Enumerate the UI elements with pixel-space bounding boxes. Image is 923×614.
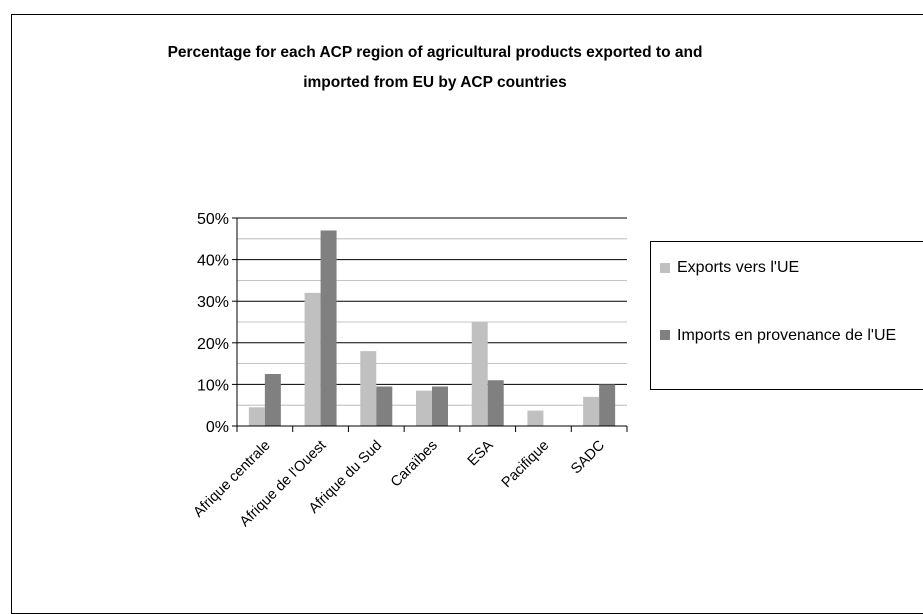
y-tick-label: 0% [206, 419, 229, 436]
y-tick-label: 40% [197, 253, 229, 270]
bar-exports [360, 351, 377, 426]
legend-swatch-exports [660, 263, 670, 273]
axis-labels: 0%10%20%30%40%50%Afrique centraleAfrique… [191, 211, 608, 530]
bar-imports [264, 374, 281, 426]
x-tick-label: ESA [465, 437, 497, 469]
y-tick-label: 30% [197, 294, 229, 311]
bar-imports [376, 386, 393, 426]
bar-imports [487, 380, 504, 426]
legend-label-imports: Imports en provenance de l'UE [677, 327, 897, 344]
bar-exports [304, 292, 321, 426]
bar-imports [432, 386, 448, 426]
bar-imports [599, 384, 616, 426]
chart-title: Percentage for each ACP region of agricu… [167, 44, 703, 91]
legend-swatch-imports [660, 330, 670, 340]
bar-exports [471, 322, 488, 426]
x-tick-label: Pacifique [499, 438, 552, 491]
bar-exports [416, 390, 432, 426]
bar-imports [320, 230, 337, 426]
y-tick-label: 10% [197, 377, 229, 394]
legend-label-exports: Exports vers l'UE [677, 259, 800, 276]
bars [248, 230, 616, 426]
axes [232, 217, 628, 432]
x-tick-label: Caraïbes [388, 438, 441, 491]
bar-exports [248, 407, 265, 426]
y-tick-label: 50% [197, 211, 229, 228]
x-tick-label: SADC [568, 438, 608, 478]
y-tick-label: 20% [197, 336, 229, 353]
bar-exports [583, 396, 600, 426]
legend: Exports vers l'UE Imports en provenance … [650, 241, 923, 390]
bar-exports [527, 410, 544, 426]
